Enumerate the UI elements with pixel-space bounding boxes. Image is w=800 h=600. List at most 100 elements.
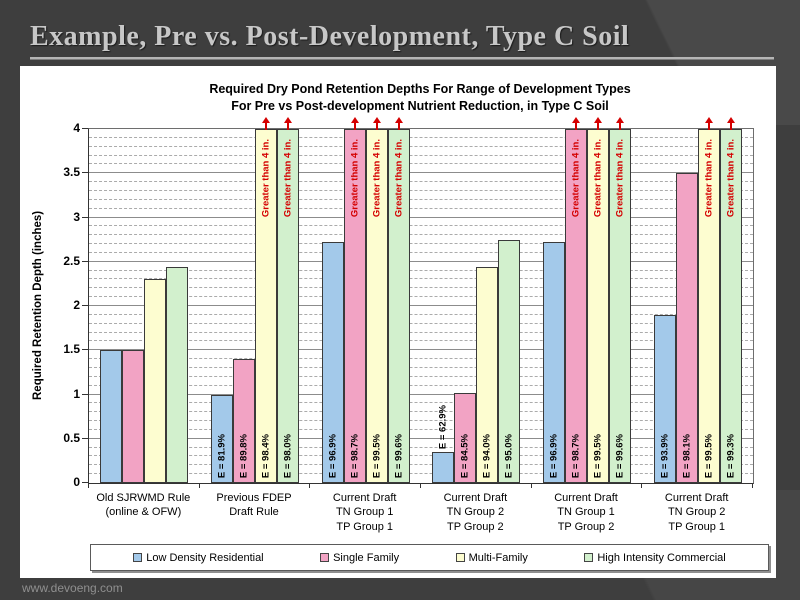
x-category-label-line: TP Group 2 (447, 520, 504, 533)
legend-label: Multi-Family (468, 551, 528, 564)
up-arrow-icon (594, 117, 603, 130)
y-tick-label: 0.5 (63, 430, 80, 445)
efficiency-label: E = 99.6% (614, 433, 626, 478)
gridline-major (89, 349, 753, 351)
gridline-minor (89, 154, 753, 156)
bar-group: E = 62.9% E = 84.5% E = 94.0% E = 95.0% (421, 129, 532, 483)
gridline-minor (89, 234, 753, 236)
bar-multi-family: E = 99.5% Greater than 4 in. (697, 117, 720, 483)
gridline-minor (89, 145, 753, 147)
x-category-label-line: TP Group 1 (336, 520, 394, 533)
gridline-major (89, 393, 753, 395)
y-tick-label: 2 (73, 298, 80, 312)
bar-high-intensity-commercial: E = 98.0% Greater than 4 in. (277, 117, 299, 483)
x-tick-mark (420, 483, 421, 488)
bar-low-density-residential: E = 96.9% (543, 242, 566, 483)
up-arrow-head (572, 117, 581, 123)
y-tick-mark (82, 172, 88, 174)
up-arrow-shaft (353, 123, 356, 130)
gridline-minor (89, 225, 753, 227)
gridline-minor (89, 313, 753, 315)
chart-title-line-1: Required Dry Pond Retention Depths For R… (209, 82, 631, 96)
efficiency-label: E = 96.9% (327, 433, 339, 478)
up-arrow-icon (572, 117, 581, 130)
bar-single-family (122, 350, 145, 483)
y-tick-label: 0 (73, 475, 80, 489)
efficiency-label: E = 96.9% (548, 433, 560, 478)
legend-swatch-icon (455, 553, 465, 562)
up-arrow-shaft (729, 123, 732, 130)
bar-low-density-residential: E = 93.9% (653, 314, 676, 483)
up-arrow-icon (704, 117, 713, 130)
gridline-minor (89, 384, 753, 386)
bar-single-family: E = 98.1% (675, 173, 698, 483)
legend: Low Density Residential Single Family Mult… (90, 544, 769, 571)
bar-low-density-residential: E = 96.9% (321, 242, 344, 483)
gridline-minor (89, 181, 753, 183)
bar-group: E = 96.9% E = 98.7% Greater than 4 in. E = … (310, 117, 421, 483)
x-category-label-line: Old SJRWMD Rule (96, 492, 191, 504)
y-tick-label: 4 (73, 121, 80, 135)
up-arrow-shaft (375, 123, 378, 130)
y-tick-mark (82, 305, 88, 306)
gridline-minor (89, 464, 753, 466)
legend-item-multi-family: Multi-Family (455, 551, 528, 564)
efficiency-label: E = 98.7% (570, 433, 582, 478)
gridline-minor (89, 340, 753, 342)
efficiency-label: E = 98.4% (260, 433, 272, 478)
y-tick-mark (82, 128, 88, 129)
bar-low-density-residential: E = 81.9% (211, 394, 233, 483)
gridline-minor (89, 207, 753, 209)
gridline-major (89, 437, 753, 439)
greater-than-4-label: Greater than 4 in. (349, 139, 361, 218)
legend-swatch-icon (584, 553, 594, 562)
gridline-minor (89, 366, 753, 368)
greater-than-4-label: Greater than 4 in. (570, 139, 582, 218)
gridline-minor (89, 269, 753, 271)
up-arrow-icon (372, 117, 381, 130)
efficiency-label: E = 98.1% (681, 433, 693, 478)
legend-label: High Intensity Commercial (597, 551, 726, 564)
gridline-major (89, 216, 753, 218)
bar-high-intensity-commercial: E = 95.0% (498, 239, 521, 483)
efficiency-label: E = 99.5% (371, 433, 383, 478)
up-arrow-head (704, 117, 713, 123)
efficiency-label: E = 95.0% (503, 433, 515, 478)
x-category-label: Current Draft TN Group 2 TP Group 2 (420, 491, 531, 534)
gridline-minor (89, 473, 753, 475)
efficiency-label: E = 84.5% (459, 433, 471, 478)
legend-label: Single Family (333, 551, 400, 564)
gridline-minor (89, 358, 753, 360)
up-arrow-icon (726, 117, 735, 130)
gridline-minor (89, 296, 753, 298)
up-arrow-shaft (597, 123, 600, 130)
legend-items: Low Density Residential Single Family Mult… (91, 545, 768, 570)
y-tick-mark (82, 349, 88, 351)
x-tick-mark (752, 483, 753, 488)
greater-than-4-label: Greater than 4 in. (393, 139, 405, 218)
x-category-label: Current Draft TN Group 2 TP Group 1 (641, 491, 752, 534)
gridline-minor (89, 455, 753, 457)
x-category-label-line: TN Group 2 (667, 506, 726, 519)
gridline-minor (89, 331, 753, 333)
x-tick-mark (309, 483, 311, 488)
y-tick-label: 3 (73, 209, 80, 224)
gridline-minor (89, 402, 753, 404)
x-tick-mark (88, 483, 89, 488)
bar-high-intensity-commercial: E = 99.6% Greater than 4 in. (387, 117, 410, 483)
efficiency-label: E = 99.5% (592, 433, 604, 478)
bar-high-intensity-commercial: E = 99.6% Greater than 4 in. (609, 117, 632, 483)
y-tick-label: 1.5 (63, 342, 80, 357)
gridline-minor (89, 136, 753, 138)
bar-single-family: E = 98.7% Greater than 4 in. (565, 117, 588, 483)
gridline-minor (89, 243, 753, 245)
up-arrow-icon (284, 117, 292, 130)
bars-layer: E = 81.9% E = 89.8% E = 98.4% Greater than … (89, 117, 753, 483)
bar-group: E = 96.9% E = 98.7% Greater than 4 in. E = … (532, 117, 643, 483)
bar-single-family: E = 98.7% Greater than 4 in. (343, 117, 366, 483)
y-tick-label: 1 (73, 386, 80, 401)
x-tick-mark (530, 483, 532, 488)
gridline-minor (89, 251, 753, 253)
bar-group: E = 81.9% E = 89.8% E = 98.4% Greater than … (200, 117, 311, 483)
